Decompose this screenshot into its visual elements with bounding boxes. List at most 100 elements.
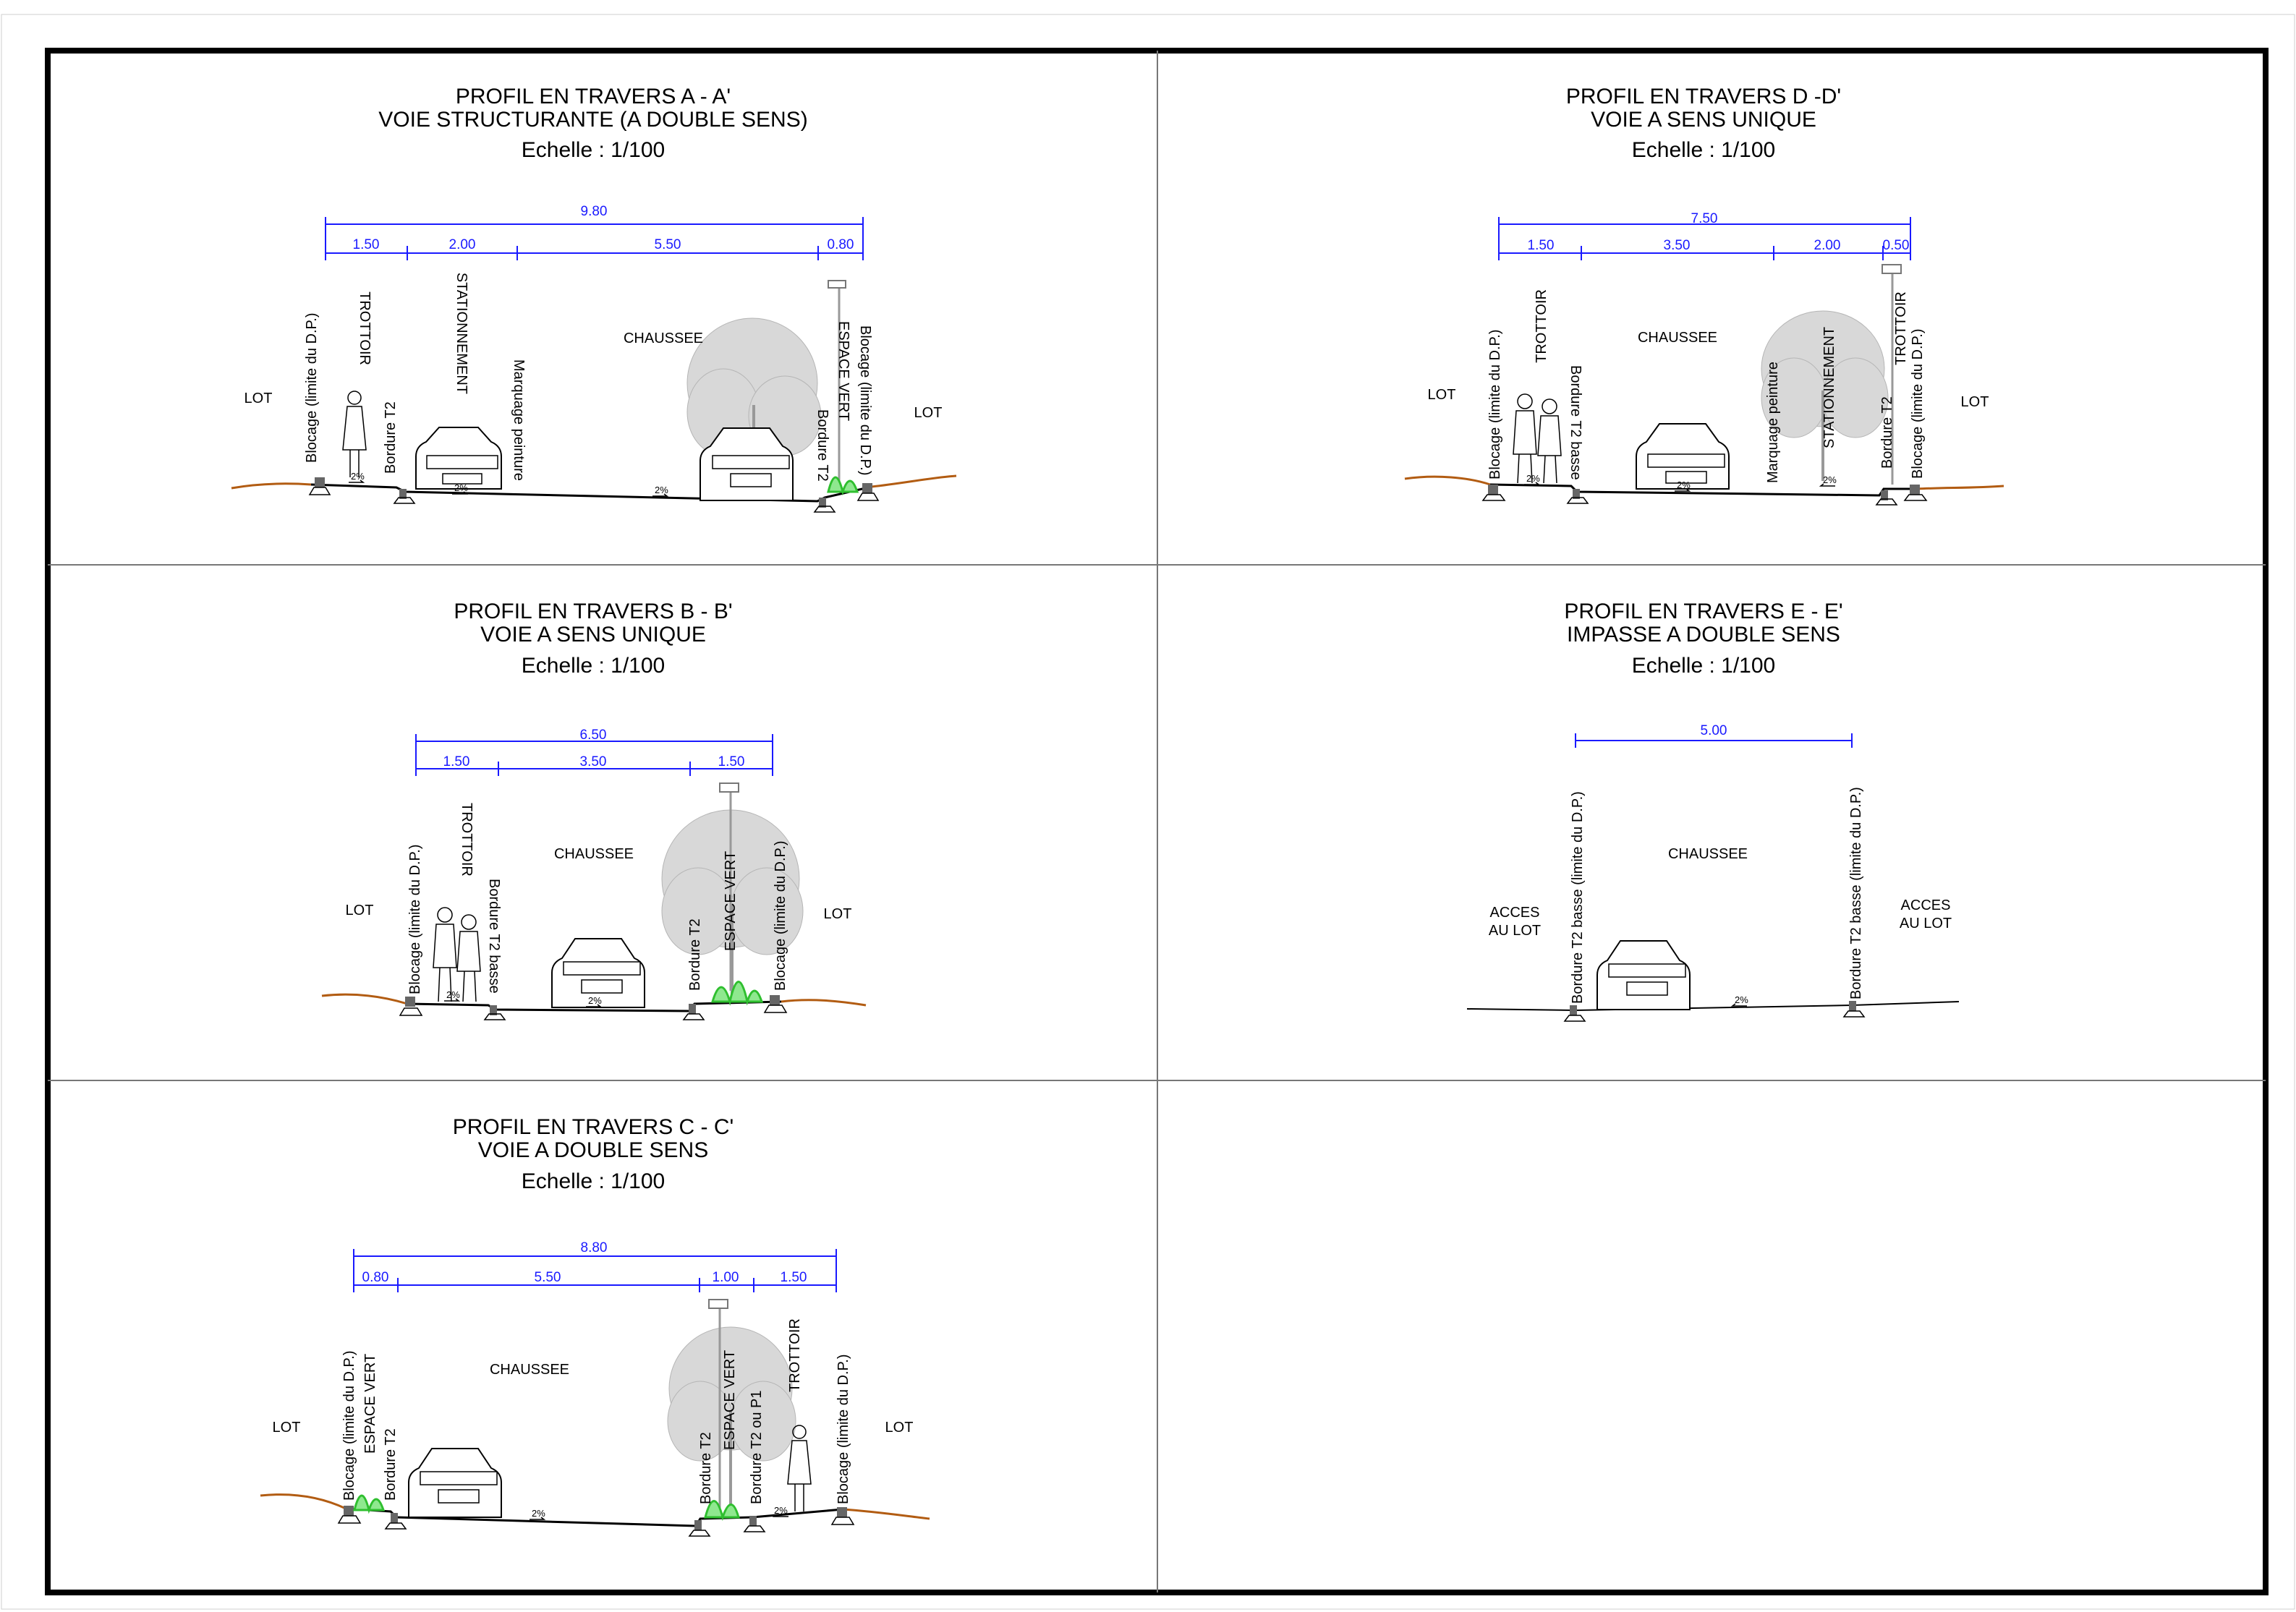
dimension-chain: 6.50 1.50 3.50 1.50 bbox=[415, 728, 773, 776]
acces-lot-label: ACCES bbox=[1901, 897, 1951, 913]
dimension-segment: 1.00 bbox=[713, 1270, 739, 1285]
chaussee-label: CHAUSSEE bbox=[624, 330, 703, 346]
dimension-total: 5.00 bbox=[1701, 723, 1727, 738]
bordure-label: Bordure T2 bbox=[1879, 396, 1895, 469]
curb-icon bbox=[308, 477, 880, 513]
road-surface bbox=[1489, 483, 1917, 497]
svg-text:2%: 2% bbox=[774, 1505, 788, 1516]
panel-title: PROFIL EN TRAVERS A - A' bbox=[456, 85, 731, 108]
dimension-segment: 0.50 bbox=[1883, 238, 1910, 253]
dimension-total: 7.50 bbox=[1691, 211, 1718, 226]
bordure-label: Bordure T2 basse bbox=[1568, 365, 1583, 480]
bordure-label: Bordure T2 ou P1 bbox=[749, 1390, 765, 1504]
espace-vert-label: ESPACE VERT bbox=[723, 851, 739, 951]
stationnement-label: STATIONNEMENT bbox=[454, 273, 469, 394]
dimension-segment: 3.50 bbox=[1664, 238, 1691, 253]
dimension-segment: 0.80 bbox=[362, 1270, 389, 1285]
street-lamp-icon bbox=[719, 782, 739, 991]
lot-label: LOT bbox=[1428, 387, 1456, 403]
chaussee-label: CHAUSSEE bbox=[1638, 330, 1717, 346]
panel-subtitle: VOIE A DOUBLE SENS bbox=[478, 1138, 708, 1162]
blocage-label: Blocage (limite du D.P.) bbox=[836, 1355, 851, 1505]
blocage-label: Blocage (limite du D.P.) bbox=[341, 1351, 357, 1501]
bordure-label: Bordure T2 basse (limite du D.P.) bbox=[1570, 791, 1586, 1004]
trottoir-label: TROTTOIR bbox=[459, 803, 475, 877]
dimension-segment: 3.50 bbox=[580, 754, 607, 769]
road-surface bbox=[407, 1000, 782, 1012]
dimension-segment: 1.50 bbox=[718, 754, 745, 769]
bordure-label: Bordure T2 bbox=[815, 409, 830, 482]
lot-label: LOT bbox=[824, 906, 852, 922]
svg-text:2%: 2% bbox=[1677, 479, 1691, 490]
grass-icon bbox=[353, 1494, 740, 1522]
trottoir-label: TROTTOIR bbox=[787, 1318, 803, 1392]
svg-text:2%: 2% bbox=[1823, 474, 1837, 485]
tree-icon bbox=[1761, 310, 1889, 481]
dimension-segment: 5.50 bbox=[535, 1270, 561, 1285]
car-icon bbox=[551, 938, 645, 1008]
panel-subtitle: VOIE STRUCTURANTE (A DOUBLE SENS) bbox=[378, 108, 807, 132]
svg-text:2%: 2% bbox=[588, 995, 602, 1006]
terrain-right bbox=[871, 474, 957, 488]
panel-scale: Echelle : 1/100 bbox=[1632, 138, 1775, 162]
panel-scale: Echelle : 1/100 bbox=[522, 654, 665, 678]
dimension-segment: 1.50 bbox=[443, 754, 470, 769]
dimension-total: 6.50 bbox=[580, 728, 607, 743]
lot-label: LOT bbox=[914, 405, 943, 421]
slope-marker: 2% 2% bbox=[530, 1505, 788, 1520]
curb-icon bbox=[399, 995, 788, 1020]
slope-marker: 2% bbox=[1730, 994, 1748, 1007]
pedestrian-icon bbox=[787, 1425, 812, 1511]
panel-scale: Echelle : 1/100 bbox=[522, 1169, 665, 1193]
lot-label: LOT bbox=[885, 1420, 914, 1436]
slope-marker: 2% 2% 2% bbox=[349, 471, 669, 497]
grass-icon bbox=[827, 476, 859, 496]
bordure-label: Bordure T2 basse bbox=[486, 879, 502, 994]
outer-trim bbox=[1, 14, 2295, 1610]
curb-icon bbox=[1563, 1001, 1866, 1022]
car-icon bbox=[415, 427, 502, 490]
curb-icon bbox=[337, 1506, 855, 1537]
blocage-label: Blocage (limite du D.P.) bbox=[1910, 329, 1926, 479]
panel-subtitle: IMPASSE A DOUBLE SENS bbox=[1567, 623, 1840, 647]
svg-text:2%: 2% bbox=[532, 1508, 545, 1519]
panel-title: PROFIL EN TRAVERS E - E' bbox=[1564, 600, 1842, 623]
dimension-total: 9.80 bbox=[581, 204, 608, 219]
svg-text:2%: 2% bbox=[1735, 994, 1748, 1005]
car-icon bbox=[1596, 940, 1691, 1010]
trottoir-label: TROTTOIR bbox=[1534, 289, 1549, 363]
dimension-segment: 1.50 bbox=[781, 1270, 807, 1285]
terrain-left bbox=[1404, 475, 1491, 486]
panel-profile-a: PROFIL EN TRAVERS A - A' VOIE STRUCTURAN… bbox=[231, 85, 957, 513]
street-lamp-icon bbox=[708, 1299, 728, 1508]
acces-lot-label: AU LOT bbox=[1900, 916, 1952, 931]
panel-scale: Echelle : 1/100 bbox=[1632, 654, 1775, 678]
pedestrian-icon bbox=[342, 391, 367, 477]
lot-label: LOT bbox=[346, 903, 374, 918]
espace-vert-label: ESPACE VERT bbox=[836, 321, 851, 421]
car-icon bbox=[700, 427, 794, 501]
slope-marker: 2% 2% 2% bbox=[1524, 473, 1837, 492]
trottoir-label: TROTTOIR bbox=[1893, 291, 1909, 365]
dimension-chain: 9.80 1.50 2.00 5.50 0.80 bbox=[325, 204, 864, 260]
dimension-chain: 5.00 bbox=[1575, 723, 1853, 748]
grass-icon bbox=[710, 981, 764, 1006]
panel-title: PROFIL EN TRAVERS B - B' bbox=[454, 600, 732, 623]
blocage-label: Blocage (limite du D.P.) bbox=[304, 313, 320, 464]
acces-lot-label: ACCES bbox=[1490, 905, 1540, 921]
blocage-label: Blocage (limite du D.P.) bbox=[857, 325, 873, 476]
panel-subtitle: VOIE A SENS UNIQUE bbox=[480, 623, 706, 647]
panel-title: PROFIL EN TRAVERS C - C' bbox=[453, 1115, 734, 1139]
bordure-label: Bordure T2 basse (limite du D.P.) bbox=[1848, 787, 1864, 999]
pedestrian-icon bbox=[433, 907, 481, 1002]
espace-vert-label: ESPACE VERT bbox=[722, 1350, 738, 1450]
svg-text:2%: 2% bbox=[446, 989, 460, 1000]
street-lamp-icon bbox=[828, 280, 846, 488]
panel-scale: Echelle : 1/100 bbox=[522, 138, 665, 162]
svg-text:2%: 2% bbox=[454, 482, 468, 493]
panel-profile-e: PROFIL EN TRAVERS E - E' IMPASSE A DOUBL… bbox=[1466, 600, 1960, 1022]
chaussee-label: CHAUSSEE bbox=[554, 846, 634, 862]
car-icon bbox=[1636, 423, 1730, 490]
marquage-label: Marquage peinture bbox=[1765, 362, 1781, 483]
